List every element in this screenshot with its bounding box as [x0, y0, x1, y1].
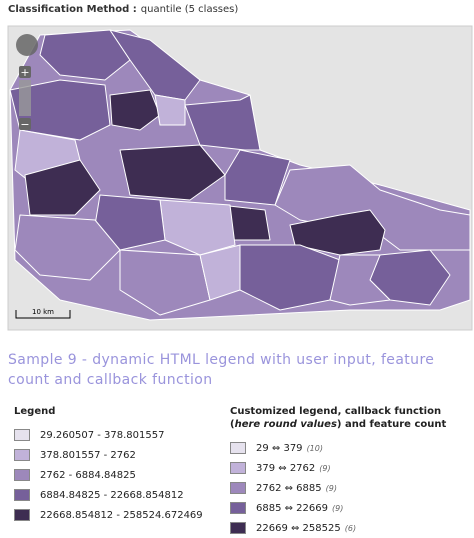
- legend-row: 22669 ⇔ 258525 (6): [230, 518, 470, 538]
- feature-count: (10): [306, 443, 323, 453]
- legend-row: 379 ⇔ 2762 (9): [230, 458, 470, 478]
- pan-control[interactable]: [16, 34, 38, 56]
- legend-swatch: [14, 509, 30, 521]
- legend-row: 29 ⇔ 379 (10): [230, 438, 470, 458]
- feature-count: (9): [325, 483, 337, 493]
- title-part: here round values: [234, 419, 337, 430]
- title-part: ) and feature count: [336, 419, 447, 430]
- legend-label: 22669 ⇔ 258525: [256, 522, 341, 534]
- legend-label: 2762 ⇔ 6885: [256, 482, 322, 494]
- legend-swatch: [14, 449, 30, 461]
- legend-label: 378.801557 - 2762: [40, 449, 136, 461]
- regions: [9, 29, 471, 321]
- map[interactable]: + − 10 km: [0, 0, 474, 340]
- legend-swatch: [14, 469, 30, 481]
- legend-swatch: [230, 462, 246, 474]
- legend-label: 22668.854812 - 258524.672469: [40, 509, 203, 521]
- feature-count: (9): [332, 503, 344, 513]
- zoom-in-label: +: [20, 66, 29, 79]
- legend-swatch: [14, 429, 30, 441]
- classification-header: Classification Method : quantile (5 class…: [8, 4, 238, 15]
- legend-swatch: [230, 502, 246, 514]
- legend-label: 6884.84825 - 22668.854812: [40, 489, 184, 501]
- header-value[interactable]: quantile (5 classes): [140, 4, 239, 15]
- feature-count: (9): [319, 463, 331, 473]
- legend-row: 6885 ⇔ 22669 (9): [230, 498, 470, 518]
- custom-legend-title: Customized legend, callback function (he…: [230, 405, 470, 431]
- zoom-out-button[interactable]: [19, 118, 31, 130]
- legend-swatch: [230, 482, 246, 494]
- legend: Legend 29.260507 - 378.801557 378.801557 …: [14, 405, 203, 525]
- title-part: Customized legend, callback function (: [230, 406, 442, 430]
- custom-legend: Customized legend, callback function (he…: [230, 405, 470, 538]
- scale-bar: [15, 310, 71, 319]
- legend-row: 6884.84825 - 22668.854812: [14, 485, 203, 505]
- legend-row: 2762 ⇔ 6885 (9): [230, 478, 470, 498]
- legend-label: 29.260507 - 378.801557: [40, 429, 165, 441]
- legend-row: 22668.854812 - 258524.672469: [14, 505, 203, 525]
- legend-label: 29 ⇔ 379: [256, 442, 303, 454]
- legend-swatch: [230, 522, 246, 534]
- legend-row: 2762 - 6884.84825: [14, 465, 203, 485]
- legend-title: Legend: [14, 406, 56, 417]
- zoom-out-label: −: [20, 118, 29, 131]
- legend-swatch: [230, 442, 246, 454]
- legend-row: 378.801557 - 2762: [14, 445, 203, 465]
- header-label: Classification Method :: [8, 4, 137, 15]
- legend-row: 29.260507 - 378.801557: [14, 425, 203, 445]
- feature-count: (6): [344, 523, 357, 533]
- legend-label: 379 ⇔ 2762: [256, 462, 316, 474]
- zoom-in-button[interactable]: [19, 66, 31, 78]
- sample-heading: Sample 9 - dynamic HTML legend with user…: [8, 352, 435, 388]
- scale-label: 10 km: [32, 308, 54, 316]
- legend-label: 6885 ⇔ 22669: [256, 502, 328, 514]
- zoom-slider[interactable]: [19, 80, 31, 116]
- legend-label: 2762 - 6884.84825: [40, 469, 136, 481]
- legend-swatch: [14, 489, 30, 501]
